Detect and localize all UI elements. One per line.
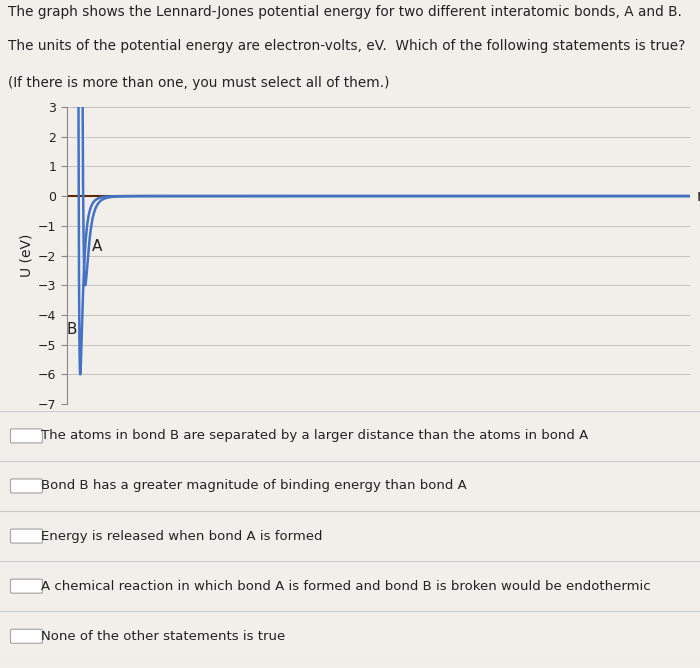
Text: None of the other statements is true: None of the other statements is true — [41, 630, 285, 643]
Text: (If there is more than one, you must select all of them.): (If there is more than one, you must sel… — [8, 75, 390, 90]
Text: Bond B has a greater magnitude of binding energy than bond A: Bond B has a greater magnitude of bindin… — [41, 480, 466, 492]
Text: The atoms in bond B are separated by a larger distance than the atoms in bond A: The atoms in bond B are separated by a l… — [41, 430, 588, 442]
Text: A: A — [92, 239, 102, 254]
Y-axis label: U (eV): U (eV) — [20, 234, 34, 277]
FancyBboxPatch shape — [10, 529, 43, 543]
FancyBboxPatch shape — [10, 629, 43, 643]
Text: r: r — [696, 188, 700, 204]
Text: The graph shows the Lennard-Jones potential energy for two different interatomic: The graph shows the Lennard-Jones potent… — [8, 5, 682, 19]
Text: The units of the potential energy are electron-volts, eV.  Which of the followin: The units of the potential energy are el… — [8, 39, 686, 53]
FancyBboxPatch shape — [10, 579, 43, 593]
Text: B: B — [66, 323, 77, 337]
Text: Energy is released when bond A is formed: Energy is released when bond A is formed — [41, 530, 322, 542]
Text: A chemical reaction in which bond A is formed and bond B is broken would be endo: A chemical reaction in which bond A is f… — [41, 580, 650, 593]
FancyBboxPatch shape — [10, 429, 43, 443]
FancyBboxPatch shape — [10, 479, 43, 493]
